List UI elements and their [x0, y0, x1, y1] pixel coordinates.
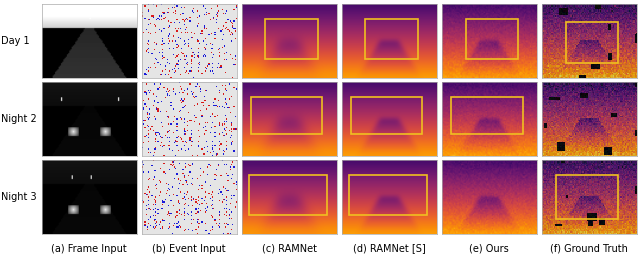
Text: (b) Event Input: (b) Event Input [152, 244, 226, 253]
Text: (c) RAMNet: (c) RAMNet [262, 244, 317, 253]
Bar [451, 97, 522, 134]
Text: Night 3: Night 3 [1, 192, 37, 202]
Text: (a) Frame Input: (a) Frame Input [51, 244, 127, 253]
Bar [349, 175, 428, 216]
Bar [365, 19, 418, 60]
Bar [465, 19, 518, 60]
Bar [266, 19, 317, 60]
Text: (d) RAMNet [S]: (d) RAMNet [S] [353, 244, 426, 253]
Bar [566, 22, 618, 63]
Bar [556, 175, 618, 219]
Text: (e) Ours: (e) Ours [469, 244, 509, 253]
Text: Day 1: Day 1 [1, 36, 30, 46]
Text: (f) Ground Truth: (f) Ground Truth [550, 244, 628, 253]
Bar [250, 175, 327, 216]
Text: Night 2: Night 2 [1, 114, 37, 124]
Bar [251, 97, 323, 134]
Bar [351, 97, 422, 134]
